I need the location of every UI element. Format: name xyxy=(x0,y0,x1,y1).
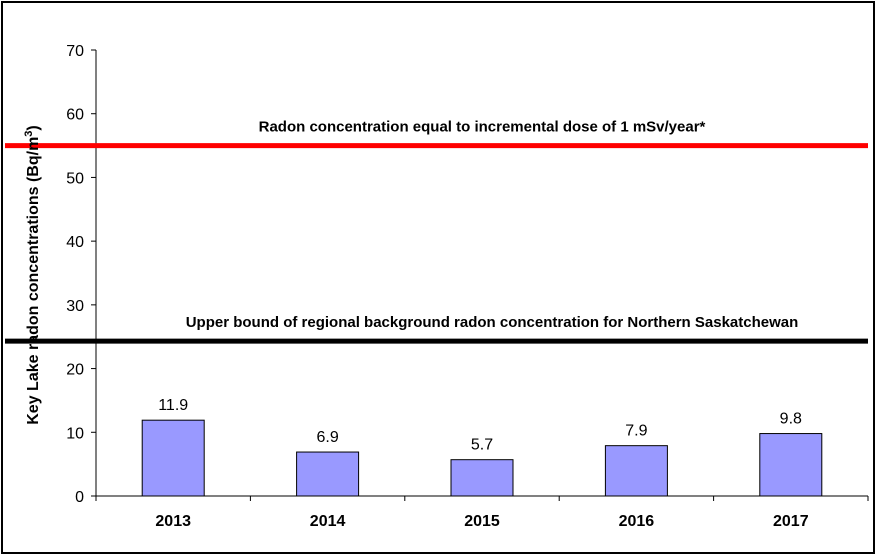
category-label-2017: 2017 xyxy=(773,513,809,530)
data-label-2016: 7.9 xyxy=(625,423,647,440)
bar-2014 xyxy=(296,451,360,497)
y-tick-label: 50 xyxy=(66,170,84,187)
bars: 11.9 6.9 5.7 7.9 9.8 xyxy=(141,397,823,497)
bar-2013 xyxy=(141,419,205,497)
y-tick-label: 30 xyxy=(66,298,84,315)
category-label-2013: 2013 xyxy=(155,513,191,530)
category-label-2014: 2014 xyxy=(310,513,346,530)
y-tick-label: 70 xyxy=(66,43,84,60)
data-label-2014: 6.9 xyxy=(316,429,338,446)
y-tick-label: 20 xyxy=(66,362,84,379)
reference-line-label-1: Radon concentration equal to incremental… xyxy=(259,119,706,136)
reference-lines: Radon concentration equal to incremental… xyxy=(5,119,868,344)
y-tick-label: 60 xyxy=(66,107,84,124)
data-label-2013: 11.9 xyxy=(158,397,188,414)
reference-line-label-2: Upper bound of regional background radon… xyxy=(186,314,799,331)
bar-2016 xyxy=(604,445,668,497)
data-label-2017: 9.8 xyxy=(780,411,802,428)
y-tick-label: 10 xyxy=(66,425,84,442)
y-tick-label: 0 xyxy=(75,489,84,506)
bar-2017 xyxy=(759,433,823,497)
axes: 0 10 20 30 40 50 60 70 2013 2014 2015 2016 2017 xyxy=(66,43,869,530)
category-label-2015: 2015 xyxy=(464,513,500,530)
y-tick-label: 40 xyxy=(66,234,84,251)
data-label-2015: 5.7 xyxy=(471,437,493,454)
bar-2015 xyxy=(450,459,514,497)
category-label-2016: 2016 xyxy=(619,513,655,530)
y-axis-title: Key Lake radon concentrations (Bq/m3) xyxy=(23,125,42,425)
